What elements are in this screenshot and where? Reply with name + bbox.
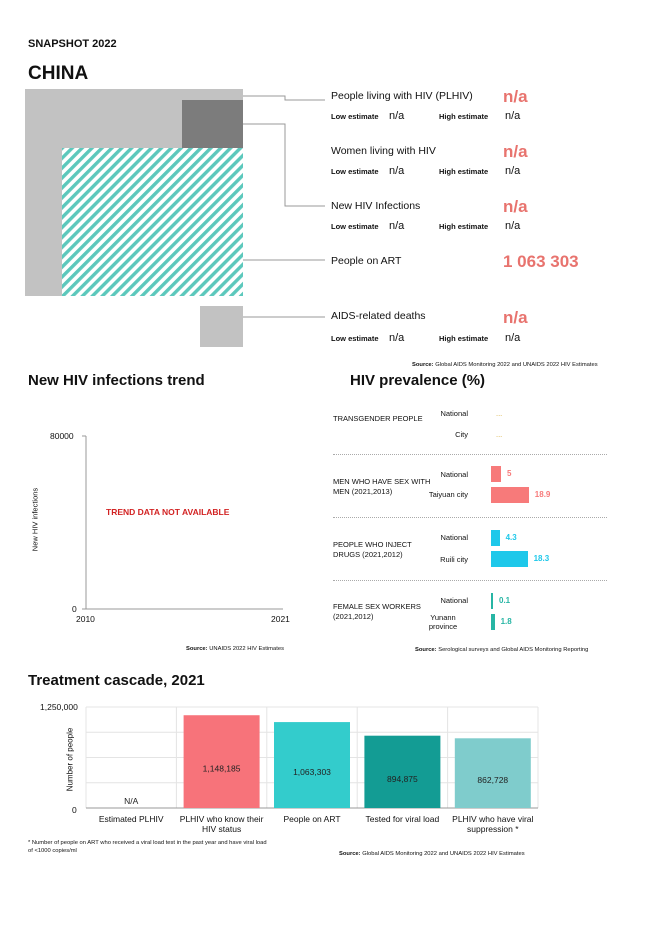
women-low-label: Low estimate (331, 167, 379, 176)
women-label: Women living with HIV (331, 145, 436, 157)
prevalence-bar (491, 614, 495, 630)
women-high-value: n/a (505, 165, 521, 177)
deaths-label: AIDS-related deaths (331, 310, 426, 322)
prevalence-row-label: Ruili city (440, 555, 468, 564)
trend-x-start: 2010 (76, 614, 95, 624)
plhiv-high-value: n/a (505, 110, 521, 122)
trend-y-min: 0 (72, 604, 77, 614)
prevalence-divider (333, 580, 607, 581)
women-low-value: n/a (389, 165, 405, 177)
deaths-box (200, 306, 243, 347)
cascade-bar (364, 735, 441, 808)
cascade-category-label: PLHIV who have viral suppression * (452, 814, 534, 834)
country-title: CHINA (28, 63, 89, 84)
new-infections-box (182, 100, 243, 148)
cascade-value-label: 1,148,185 (203, 764, 241, 774)
prevalence-group-name: FEMALE SEX WORKERS (2021,2012) (333, 602, 421, 621)
prevalence-row-label: National (440, 470, 468, 479)
prevalence-group-name: TRANSGENDER PEOPLE (333, 414, 423, 423)
cascade-bar (454, 738, 531, 808)
deaths-low-value: n/a (389, 332, 405, 344)
cascade-value-label: 1,063,303 (293, 767, 331, 777)
art-value: 1 063 303 (503, 252, 579, 271)
plhiv-high-label: High estimate (439, 112, 489, 121)
art-box (62, 148, 243, 296)
trend-x-end: 2021 (271, 614, 290, 624)
trend-y-max: 80000 (50, 431, 74, 441)
prevalence-bar (491, 530, 500, 546)
prevalence-row-label: Taiyuan city (428, 490, 468, 499)
prevalence-group-name: MEN WHO HAVE SEX WITH MEN (2021,2013) (333, 477, 431, 496)
new-infections-low-label: Low estimate (331, 222, 379, 231)
cascade-y-max: 1,250,000 (40, 702, 78, 712)
cascade-value-label: N/A (124, 796, 139, 806)
women-high-label: High estimate (439, 167, 489, 176)
cascade-value-label: 894,875 (387, 774, 418, 784)
plhiv-label: People living with HIV (PLHIV) (331, 90, 473, 102)
estimates-graphic (25, 89, 325, 347)
plhiv-low-value: n/a (389, 110, 405, 122)
trend-source: Source: UNAIDS 2022 HIV Estimates (186, 646, 284, 652)
prevalence-bar (491, 487, 529, 503)
prevalence-row-label: Yunann province (428, 613, 458, 631)
prevalence-value-label: 5 (507, 469, 512, 478)
plhiv-value: n/a (503, 87, 528, 106)
cascade-category-label: Estimated PLHIV (98, 814, 164, 824)
deaths-high-value: n/a (505, 332, 521, 344)
prevalence-group-name: PEOPLE WHO INJECT DRUGS (2021,2012) (333, 540, 412, 559)
cascade-category-label: Tested for viral load (365, 814, 440, 824)
cascade-chart: N/A 1,148,185 1,063,303 894,875 862,728 (85, 706, 539, 809)
cascade-title: Treatment cascade, 2021 (28, 672, 205, 689)
prevalence-bar (491, 466, 501, 482)
deaths-low-label: Low estimate (331, 334, 379, 343)
deaths-value: n/a (503, 308, 528, 327)
trend-chart (82, 435, 283, 610)
cascade-footnote: * Number of people on ART who received a… (28, 840, 267, 854)
prevalence-divider (333, 454, 607, 455)
prevalence-row-label: City (455, 430, 468, 439)
prevalence-row-label: National (440, 409, 468, 418)
prevalence-bar (491, 593, 493, 609)
new-infections-value: n/a (503, 197, 528, 216)
deaths-high-label: High estimate (439, 334, 489, 343)
cascade-bar (274, 722, 350, 808)
prevalence-row-label: National (440, 533, 468, 542)
estimates-source: Source: Global AIDS Monitoring 2022 and … (412, 362, 598, 368)
cascade-y-min: 0 (72, 805, 77, 815)
trend-unavailable-message: TREND DATA NOT AVAILABLE (106, 507, 230, 517)
art-label: People on ART (331, 255, 402, 267)
prevalence-value-label: 0.1 (499, 596, 511, 605)
cascade-value-label: 862,728 (477, 775, 508, 785)
prevalence-value-label: 18.3 (533, 554, 550, 563)
plhiv-low-label: Low estimate (331, 112, 379, 121)
cascade-category-label: PLHIV who know their HIV status (179, 814, 264, 834)
trend-y-axis-label: New HIV infections (30, 487, 40, 552)
cascade-category-label: People on ART (283, 814, 341, 824)
prevalence-value-label: 1.8 (500, 617, 512, 626)
cascade-bar (183, 715, 260, 808)
prevalence-row-value: ... (496, 430, 503, 439)
prevalence-source: Source: Serological surveys and Global A… (415, 647, 589, 653)
trend-title: New HIV infections trend (28, 372, 205, 389)
new-infections-high-value: n/a (505, 220, 521, 232)
snapshot-label: SNAPSHOT 2022 (28, 38, 117, 50)
women-value: n/a (503, 142, 528, 161)
new-infections-low-value: n/a (389, 220, 405, 232)
new-infections-label: New HIV Infections (331, 200, 421, 212)
prevalence-row-label: National (440, 596, 468, 605)
prevalence-row-value: ... (496, 409, 503, 418)
new-infections-high-label: High estimate (439, 222, 489, 231)
prevalence-bar (491, 551, 528, 567)
cascade-source: Source: Global AIDS Monitoring 2022 and … (339, 851, 525, 857)
prevalence-value-label: 18.9 (534, 490, 551, 499)
prevalence-value-label: 4.3 (505, 533, 517, 542)
prevalence-divider (333, 517, 607, 518)
prevalence-title: HIV prevalence (%) (350, 372, 486, 389)
